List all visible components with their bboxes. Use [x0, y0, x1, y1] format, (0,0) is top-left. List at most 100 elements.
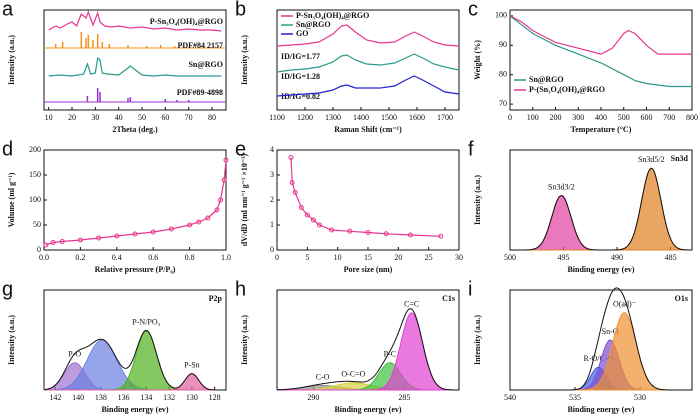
legend-label: Sn@RGO	[296, 20, 331, 29]
series-line	[509, 15, 692, 88]
envelope	[43, 329, 226, 391]
panel-title: C1s	[442, 294, 455, 303]
y-tick-label: 100	[29, 195, 41, 204]
y-axis-label: Volume (ml g⁻¹)	[7, 172, 16, 227]
point	[298, 205, 304, 210]
point	[329, 227, 335, 233]
envelope	[510, 287, 692, 391]
y-axis-label: Intensity (a.u.)	[473, 175, 482, 225]
point	[214, 207, 220, 213]
y-tick-label: 4	[270, 145, 274, 154]
point	[292, 190, 298, 195]
point	[205, 215, 211, 221]
point	[407, 232, 413, 238]
point	[288, 155, 294, 160]
x-axis-label: 2Theta (deg.)	[112, 125, 158, 134]
y-tick-label: 1	[270, 220, 274, 229]
panel-letter: f	[468, 138, 474, 160]
x-tick-label: 1400	[353, 113, 369, 122]
point	[77, 237, 83, 243]
x-tick-label: 0.2	[75, 253, 85, 262]
series-line	[48, 10, 222, 32]
peak-label: Sn3d3/2	[548, 182, 575, 191]
x-tick-label: 530	[634, 393, 646, 402]
series-line	[276, 75, 460, 97]
x-tick-label: 134	[140, 393, 152, 402]
panel-letter: h	[235, 278, 246, 300]
panel-letter: g	[2, 278, 13, 300]
y-tick-label: 3	[270, 170, 274, 179]
peak-label: R-O/C-O	[584, 354, 614, 363]
point	[347, 228, 353, 234]
y-tick-label: 2	[270, 195, 274, 204]
plot-frame	[509, 9, 693, 111]
x-tick-label: 20	[394, 253, 402, 262]
series-line	[290, 157, 441, 237]
y-tick-label: 200	[29, 145, 41, 154]
x-axis-label: Pore size (nm)	[344, 265, 393, 274]
x-tick-label: 800	[686, 113, 698, 122]
x-tick-label: 40	[115, 113, 123, 122]
x-tick-label: 600	[641, 113, 653, 122]
x-tick-label: 10	[334, 253, 342, 262]
y-tick-label: 70	[499, 99, 507, 108]
legend-label: P-Sn₃O₄(OH)₄@RGO	[296, 11, 369, 20]
x-tick-label: 490	[611, 253, 623, 262]
peak-label: O(ad)⁻	[613, 300, 636, 309]
panel-letter: a	[2, 0, 14, 20]
x-tick-label: 5	[305, 253, 309, 262]
panel-title: Sn3d	[671, 154, 689, 163]
point	[304, 212, 310, 218]
y-tick-label: 50	[33, 220, 41, 229]
y-tick-label: 0	[270, 245, 274, 254]
point	[438, 233, 444, 239]
x-axis-label: Relative pressure (P/P₀)	[95, 265, 176, 274]
x-tick-label: 138	[95, 393, 107, 402]
x-tick-label: 0	[275, 253, 279, 262]
x-tick-label: 540	[504, 393, 516, 402]
x-tick-label: 200	[550, 113, 562, 122]
point	[365, 230, 371, 235]
y-tick-label: 90	[499, 40, 507, 49]
panel-letter: d	[2, 138, 13, 160]
annotation: ID/IG=0.82	[281, 92, 320, 101]
panel-title: O1s	[675, 294, 688, 303]
x-tick-label: 10	[45, 113, 53, 122]
y-axis-label: Intensity (a.u.)	[240, 315, 249, 365]
x-axis-label: Temperature (°C)	[571, 125, 632, 134]
series-line	[509, 15, 692, 55]
x-axis-label: Binding energy (ev)	[101, 405, 168, 414]
series-label: PDF#89-4898	[177, 88, 223, 97]
peak-label: P-Sn	[184, 360, 200, 369]
point	[316, 222, 322, 228]
x-tick-label: 1200	[297, 113, 313, 122]
y-tick-label: 0	[37, 245, 41, 254]
panel-letter: i	[468, 278, 472, 300]
point	[187, 222, 193, 228]
x-tick-label: 30	[91, 113, 99, 122]
point	[196, 219, 202, 225]
series-line	[48, 56, 222, 77]
x-tick-label: 1700	[437, 113, 453, 122]
x-tick-label: 1.0	[221, 253, 231, 262]
panel-title: P2p	[209, 294, 223, 303]
point	[132, 231, 138, 237]
legend-label: GO	[296, 29, 308, 38]
point	[310, 217, 316, 223]
x-tick-label: 70	[185, 113, 193, 122]
point	[383, 231, 389, 237]
x-tick-label: 0.6	[148, 253, 158, 262]
x-axis-label: Raman Shift (cm⁻¹)	[334, 125, 402, 134]
x-tick-label: 300	[572, 113, 584, 122]
envelope	[510, 167, 692, 251]
peak-label: P-C	[384, 350, 396, 359]
x-tick-label: 285	[398, 393, 410, 402]
point	[168, 226, 174, 232]
y-axis-label: Intensity (a.u.)	[7, 315, 16, 365]
x-tick-label: 1100	[269, 113, 285, 122]
panel-letter: c	[468, 0, 478, 20]
x-tick-label: 535	[569, 393, 581, 402]
annotation: ID/IG=1.77	[281, 52, 320, 61]
y-axis-label: Weight (%)	[473, 40, 482, 80]
